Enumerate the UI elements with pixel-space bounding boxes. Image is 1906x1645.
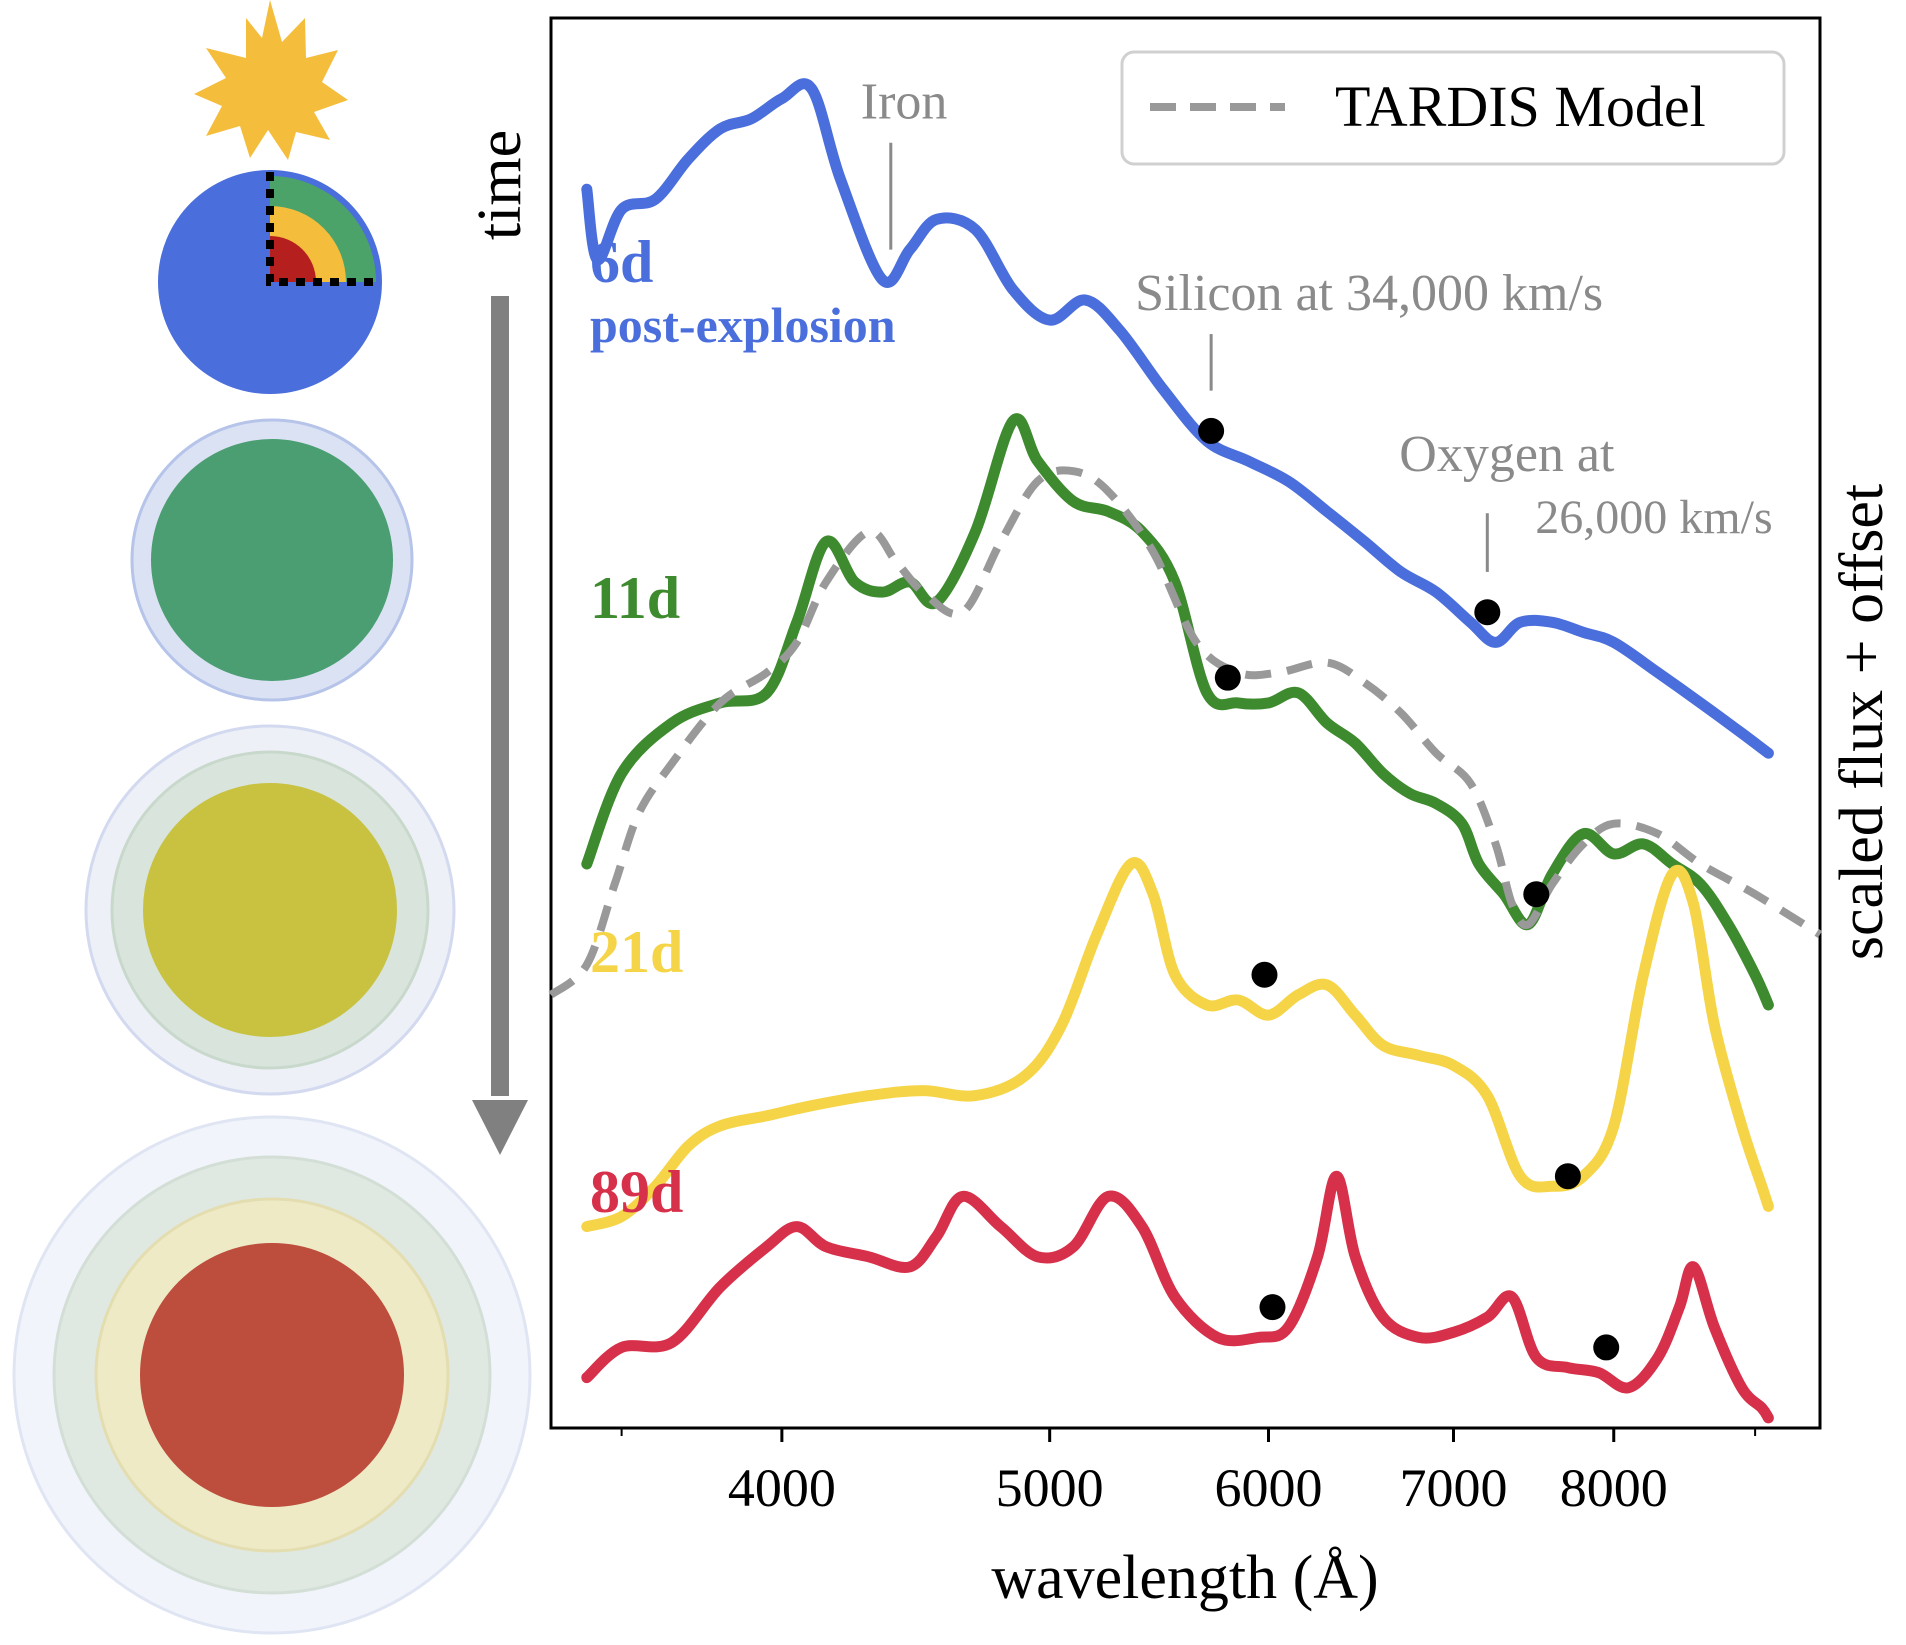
- velocity-marker-89d-7: [1593, 1334, 1620, 1361]
- annotation-silicon-at-34-000-km-s: Silicon at 34,000 km/s: [1135, 265, 1603, 322]
- series-line-11d: [581, 413, 1774, 1011]
- ejecta-6d-icon: [158, 170, 382, 394]
- velocity-marker-21d-5: [1554, 1163, 1581, 1190]
- legend-label-tardis: TARDIS Model: [1335, 74, 1706, 139]
- legend-box: [1120, 50, 1786, 166]
- series-sublabel-6d: post-explosion: [590, 297, 896, 353]
- annotation-iron: Iron: [861, 74, 948, 131]
- velocity-markers: [1198, 417, 1620, 1361]
- series-label-21d: 21d: [590, 919, 683, 985]
- velocity-marker-11d-3: [1523, 881, 1550, 908]
- velocity-marker-6d-0: [1198, 417, 1225, 444]
- velocity-marker-89d-6: [1259, 1294, 1286, 1321]
- legend: TARDIS Model: [1120, 50, 1786, 166]
- ejecta-21d-icon: [84, 724, 456, 1096]
- y-axis-label: scaled flux + offset: [1828, 484, 1896, 960]
- series-label-6d: 6d: [590, 229, 653, 295]
- explosion-star-icon: [194, 0, 348, 160]
- x-tick-label-6000: 6000: [1214, 1458, 1322, 1518]
- annotation-26-000-km-s: 26,000 km/s: [1535, 491, 1772, 544]
- plot-frame: [549, 16, 1822, 1430]
- annotation-oxygen-at: Oxygen at: [1399, 426, 1615, 483]
- x-tick-label-8000: 8000: [1560, 1458, 1668, 1518]
- x-tick-label-7000: 7000: [1399, 1458, 1507, 1518]
- ejecta-11d-icon: [130, 418, 414, 702]
- series-label-11d: 11d: [590, 565, 680, 631]
- velocity-marker-21d-4: [1251, 961, 1278, 988]
- ejecta-89d-icon: [12, 1115, 532, 1635]
- x-tick-label-4000: 4000: [728, 1458, 836, 1518]
- spectra: [548, 78, 1823, 1424]
- series-line-tardis-model: [548, 466, 1823, 999]
- velocity-marker-11d-2: [1214, 664, 1241, 691]
- time-label: time: [466, 130, 534, 240]
- x-axis-label: wavelength (Å): [991, 1544, 1378, 1612]
- time-arrow-icon: [472, 296, 528, 1155]
- series-line-89d: [581, 1170, 1774, 1424]
- x-axis: 4000 5000 6000 7000 8000: [620, 1428, 1757, 1518]
- series-line-21d: [581, 857, 1774, 1233]
- series-label-89d: 89d: [590, 1159, 683, 1225]
- velocity-marker-6d-1: [1474, 599, 1501, 626]
- ejecta-illustration: time: [12, 0, 534, 1635]
- series-line-6d: [581, 78, 1774, 759]
- x-tick-label-5000: 5000: [996, 1458, 1104, 1518]
- line-annotations: Iron Silicon at 34,000 km/s Oxygen at 26,00…: [861, 74, 1773, 572]
